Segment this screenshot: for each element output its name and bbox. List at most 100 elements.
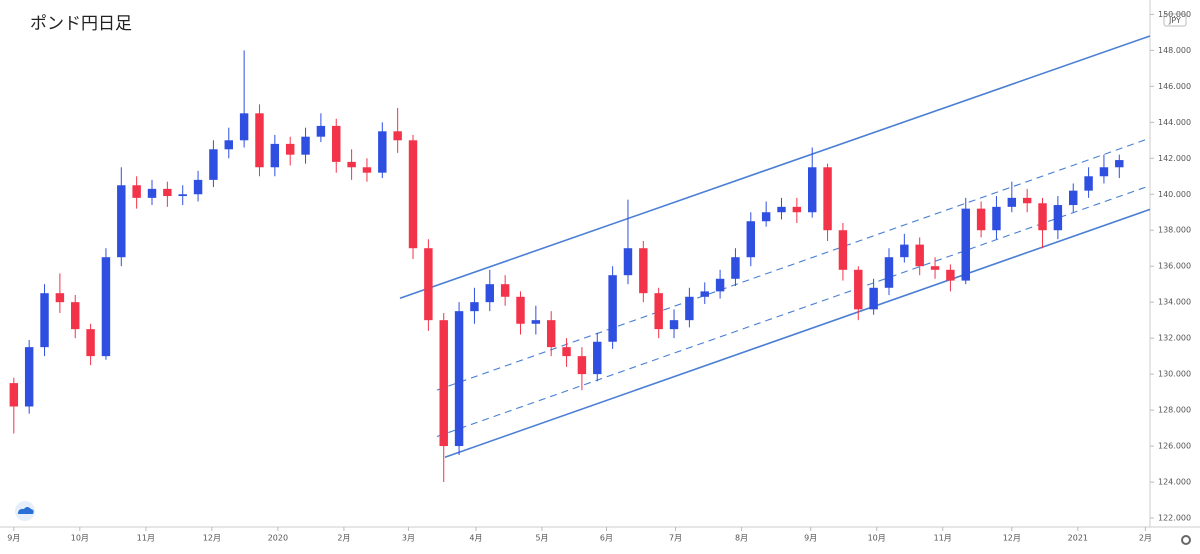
y-tick-label: 144.000 [1158, 118, 1191, 127]
candle-body [178, 194, 187, 197]
candle-body [40, 293, 49, 348]
x-tick-label: 2月 [337, 534, 350, 543]
candle-body [1084, 176, 1093, 191]
candle-body [1007, 197, 1017, 207]
candle-body [132, 185, 141, 198]
candle-body [639, 248, 648, 294]
y-tick-label: 142.000 [1158, 154, 1191, 163]
currency-badge [1163, 13, 1187, 27]
candle-body [900, 244, 909, 258]
y-tick-label: 148.000 [1158, 46, 1191, 55]
x-tick-label: 9月 [7, 534, 20, 543]
candle-body [854, 269, 863, 310]
candle-body [24, 347, 34, 407]
candle-body [470, 302, 479, 312]
candle-body [1099, 167, 1109, 177]
x-tick-label: 12月 [1003, 534, 1021, 543]
candle-body [71, 302, 80, 330]
y-tick-label: 150.000 [1158, 10, 1191, 19]
y-tick-label: 132.000 [1158, 334, 1191, 343]
x-tick-label: 11月 [934, 534, 952, 543]
candle-body [454, 311, 464, 447]
candle-body [270, 143, 280, 168]
currency-label: JPY [1168, 16, 1181, 25]
x-tick-label: 5月 [535, 534, 548, 543]
candle-body [163, 188, 172, 197]
candle-body [623, 248, 633, 276]
candle-body [838, 230, 848, 270]
x-tick-label: 2020 [268, 534, 288, 543]
candle-body [485, 284, 495, 303]
candle-body [408, 140, 418, 249]
candle-body [209, 149, 218, 180]
trend-line [436, 137, 1150, 391]
settings-icon[interactable] [1181, 535, 1191, 545]
trend-line [436, 185, 1150, 438]
candle-body [9, 383, 19, 407]
x-tick-label: 12月 [203, 534, 221, 543]
candle-body [930, 266, 940, 270]
chart-title: ポンド円日足 [30, 14, 132, 34]
candle-body [976, 208, 986, 231]
candle-body [424, 248, 433, 321]
candle-body [332, 125, 341, 162]
y-tick-label: 146.000 [1158, 82, 1191, 91]
candle-body [147, 188, 157, 198]
plot-area [399, 35, 1150, 458]
y-tick-label: 136.000 [1158, 262, 1191, 271]
candle-body [193, 179, 203, 195]
candle-body [239, 113, 249, 141]
x-tick-label: 8月 [735, 534, 748, 543]
candle-body [807, 167, 817, 213]
candle-body [546, 320, 556, 348]
x-tick-label: 6月 [600, 534, 613, 543]
candle-body [1069, 190, 1078, 206]
y-tick-label: 126.000 [1158, 442, 1191, 451]
candle-body [654, 293, 663, 330]
candle-body [301, 136, 310, 155]
candle-body [562, 347, 571, 357]
candle-body [316, 125, 326, 137]
candle-body [823, 167, 832, 231]
candle-body [884, 257, 894, 288]
candle-body [869, 287, 878, 310]
candle-body [393, 131, 402, 141]
x-tick-label: 10月 [71, 534, 89, 543]
candle-body [715, 278, 725, 292]
candle-body [285, 143, 295, 155]
y-tick-label: 122.000 [1158, 514, 1191, 523]
candle-body [531, 320, 541, 324]
x-tick-label: 4月 [469, 534, 482, 543]
x-tick-label: 9月 [804, 534, 817, 543]
x-tick-label: 2021 [1068, 534, 1088, 543]
y-tick-label: 130.000 [1158, 370, 1191, 379]
y-tick-label: 140.000 [1158, 190, 1191, 199]
candle-body [1053, 205, 1063, 231]
x-tick-label: 11月 [137, 534, 155, 543]
candle-body [946, 269, 955, 281]
candle-body [1038, 203, 1047, 231]
candle-body [55, 293, 65, 303]
candle-body [224, 140, 233, 150]
logo-icon [15, 501, 35, 521]
candle-body [700, 291, 709, 297]
candle-body [685, 296, 694, 321]
candle-body [86, 329, 95, 357]
candle-body [961, 208, 970, 281]
candle-body [761, 212, 771, 222]
candle-body [593, 341, 602, 375]
candle-body [347, 161, 356, 168]
y-tick-label: 128.000 [1158, 406, 1191, 415]
candle-body [500, 284, 510, 297]
candle-body [1115, 160, 1124, 168]
candle-body [577, 356, 587, 375]
candle-body [117, 185, 126, 258]
candle-body [439, 320, 448, 447]
candle-body [1022, 197, 1032, 204]
candle-body [915, 244, 924, 267]
candle-body [731, 257, 740, 279]
candle-body [516, 296, 525, 324]
